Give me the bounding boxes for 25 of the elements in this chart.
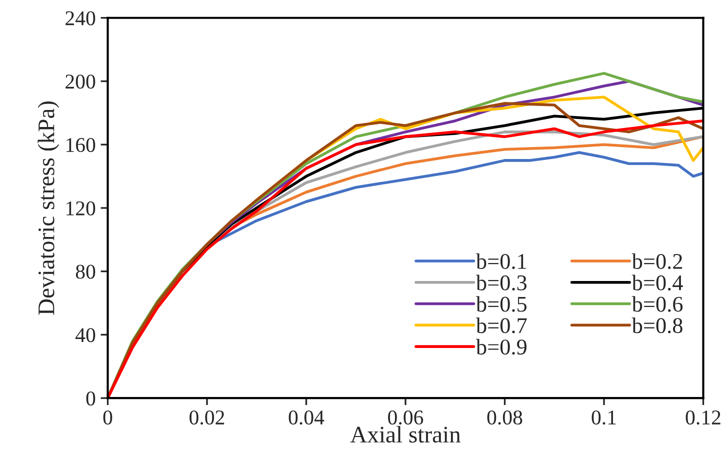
legend-label: b=0.5 bbox=[476, 296, 527, 312]
x-tick-label: 0 bbox=[103, 410, 112, 425]
y-tick-label: 240 bbox=[66, 11, 96, 26]
legend-label: b=0.2 bbox=[632, 253, 682, 270]
y-tick-label: 120 bbox=[66, 201, 96, 216]
legend-label: b=0.7 bbox=[476, 318, 527, 334]
y-tick-label: 160 bbox=[66, 138, 96, 152]
legend-label: b=0.3 bbox=[476, 274, 527, 290]
legend-label: b=0.9 bbox=[476, 338, 526, 355]
x-tick-label: 0.04 bbox=[288, 410, 324, 425]
x-tick-label: 0.12 bbox=[686, 410, 720, 425]
x-axis-title: Axial strain bbox=[350, 426, 461, 443]
x-tick-label: 0.02 bbox=[190, 410, 224, 425]
y-tick-label: 200 bbox=[66, 74, 96, 89]
legend-label: b=0.6 bbox=[632, 296, 683, 312]
x-tick-label: 0.06 bbox=[388, 410, 424, 425]
y-axis-title: Deviatoric stress (kPa) bbox=[38, 101, 60, 315]
y-tick-label: 40 bbox=[76, 328, 96, 342]
legend-label: b=0.4 bbox=[632, 274, 683, 290]
x-tick-label: 0.08 bbox=[487, 410, 522, 425]
legend-label: b=0.1 bbox=[476, 253, 526, 270]
legend-label: b=0.8 bbox=[632, 318, 682, 334]
x-tick-label: 0.1 bbox=[592, 410, 616, 425]
y-tick-label: 80 bbox=[76, 264, 96, 279]
y-tick-label: 0 bbox=[86, 391, 96, 406]
